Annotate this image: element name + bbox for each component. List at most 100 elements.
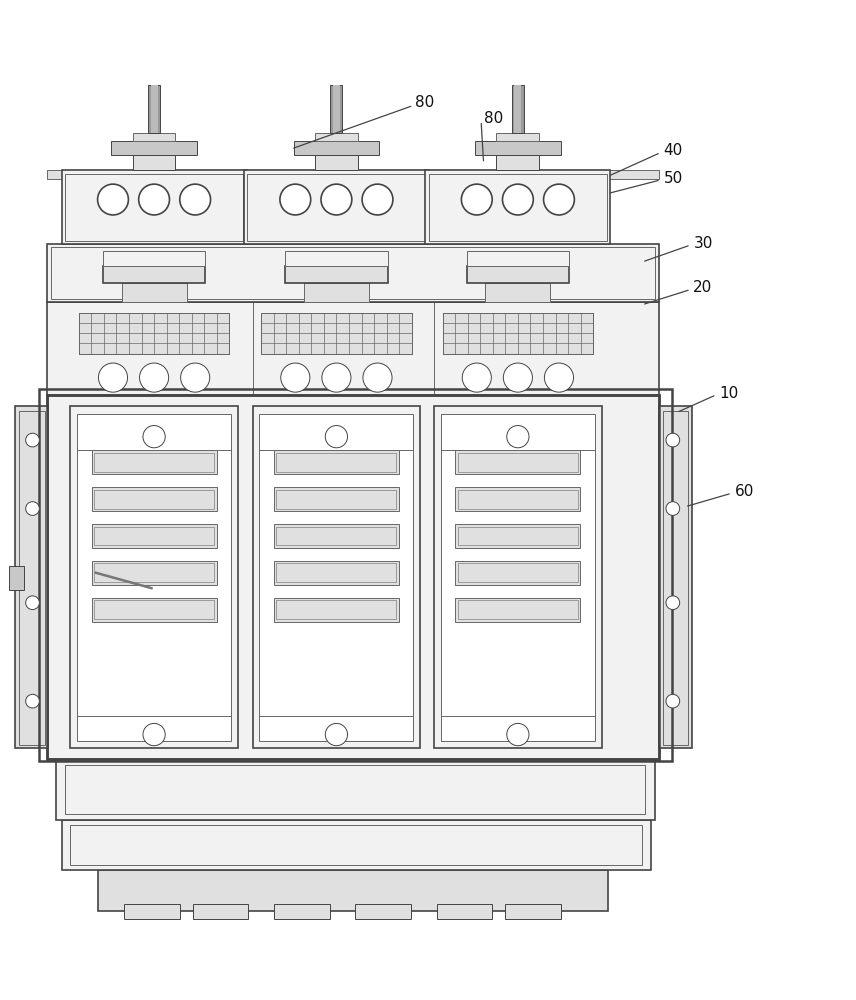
Circle shape (544, 184, 574, 215)
Bar (15, 406, 48, 748)
Bar (315, 133, 358, 141)
Bar (92, 524, 217, 548)
Bar (443, 313, 593, 354)
Bar (65, 765, 645, 814)
Circle shape (143, 723, 165, 746)
Text: 10: 10 (719, 386, 738, 401)
Bar (458, 600, 578, 619)
Circle shape (98, 184, 128, 215)
Bar (276, 453, 396, 472)
Bar (151, 85, 158, 133)
Bar (274, 487, 399, 511)
Bar (663, 411, 688, 745)
Bar (56, 759, 655, 820)
Bar (94, 600, 214, 619)
Bar (261, 313, 412, 354)
Bar (274, 598, 399, 622)
Bar (94, 490, 214, 509)
Bar (434, 406, 602, 748)
Bar (304, 283, 369, 302)
Bar (133, 133, 175, 141)
Circle shape (26, 502, 39, 515)
Bar (94, 563, 214, 582)
Bar (98, 870, 608, 911)
Bar (514, 85, 521, 133)
Circle shape (502, 184, 533, 215)
Bar (124, 904, 180, 919)
Bar (496, 155, 539, 170)
Bar (294, 141, 379, 155)
Bar (39, 389, 672, 761)
Bar (79, 313, 229, 354)
Bar (496, 133, 539, 141)
Bar (285, 251, 388, 266)
Bar (70, 406, 238, 748)
Bar (455, 524, 580, 548)
Bar (9, 566, 24, 590)
Bar (47, 244, 659, 302)
Circle shape (362, 184, 393, 215)
Text: 40: 40 (663, 143, 682, 158)
Bar (467, 251, 569, 266)
Circle shape (26, 433, 39, 447)
Bar (47, 170, 659, 179)
Circle shape (363, 363, 392, 392)
Bar (92, 561, 217, 585)
Text: 50: 50 (663, 171, 682, 186)
Bar (330, 85, 342, 133)
Bar (62, 820, 651, 870)
Bar (455, 598, 580, 622)
Circle shape (462, 363, 491, 392)
Circle shape (280, 184, 311, 215)
Bar (276, 490, 396, 509)
Bar (193, 904, 248, 919)
Circle shape (507, 426, 529, 448)
Bar (437, 904, 492, 919)
Circle shape (143, 426, 165, 448)
Bar (458, 453, 578, 472)
Bar (429, 174, 607, 241)
Circle shape (325, 723, 348, 746)
Circle shape (507, 723, 529, 746)
Bar (276, 527, 396, 545)
Bar (62, 170, 247, 244)
Circle shape (666, 433, 680, 447)
Bar (315, 155, 358, 170)
Bar (70, 825, 642, 865)
Bar (253, 406, 420, 748)
Bar (111, 141, 197, 155)
Bar (285, 266, 388, 283)
Circle shape (322, 363, 351, 392)
Circle shape (26, 596, 39, 610)
Bar (274, 450, 399, 474)
Bar (485, 283, 550, 302)
Circle shape (325, 426, 348, 448)
Bar (274, 524, 399, 548)
Bar (94, 527, 214, 545)
Bar (47, 395, 659, 759)
Bar (455, 487, 580, 511)
Text: 30: 30 (693, 236, 713, 251)
Bar (51, 247, 655, 299)
Circle shape (544, 363, 574, 392)
Bar (274, 561, 399, 585)
Circle shape (666, 694, 680, 708)
Bar (122, 283, 187, 302)
Bar (455, 450, 580, 474)
Circle shape (503, 363, 532, 392)
Bar (467, 266, 569, 283)
Bar (659, 406, 692, 748)
Bar (333, 85, 340, 133)
Circle shape (321, 184, 352, 215)
Circle shape (139, 184, 169, 215)
Bar (355, 904, 411, 919)
Circle shape (181, 363, 210, 392)
Circle shape (140, 363, 169, 392)
Bar (458, 527, 578, 545)
Circle shape (180, 184, 211, 215)
Circle shape (281, 363, 310, 392)
Text: 80: 80 (415, 95, 434, 110)
Bar (94, 453, 214, 472)
Bar (103, 266, 205, 283)
Bar (92, 487, 217, 511)
